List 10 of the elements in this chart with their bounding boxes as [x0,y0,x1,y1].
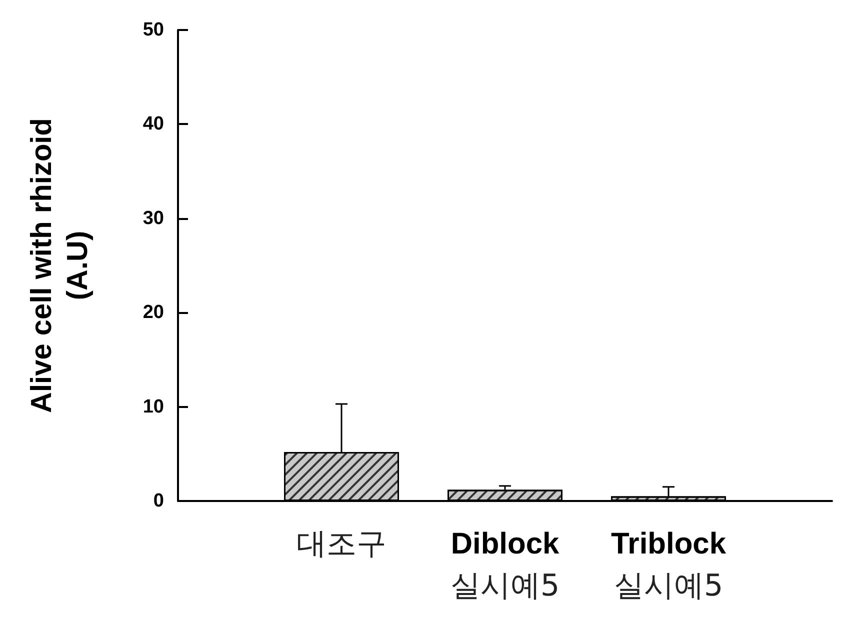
y-axis-title: Alive cell with rhizoid (A.U) [26,118,94,413]
y-tick-label: 30 [142,208,164,229]
x-tick-label: 대조구 [296,526,386,562]
y-tick-label: 40 [142,114,164,135]
y-tick-label: 20 [142,302,164,324]
y-tick-label: 50 [142,20,164,40]
y-tick-label: 10 [142,396,164,418]
y-tick-label: 0 [153,490,164,512]
x-tick-label: Diblock 실시예5 [450,528,560,604]
x-tick-label: Triblock 실시예5 [610,528,726,604]
